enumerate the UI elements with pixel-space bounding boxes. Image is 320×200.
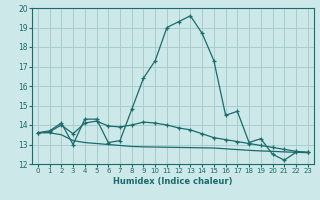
X-axis label: Humidex (Indice chaleur): Humidex (Indice chaleur) [113, 177, 233, 186]
